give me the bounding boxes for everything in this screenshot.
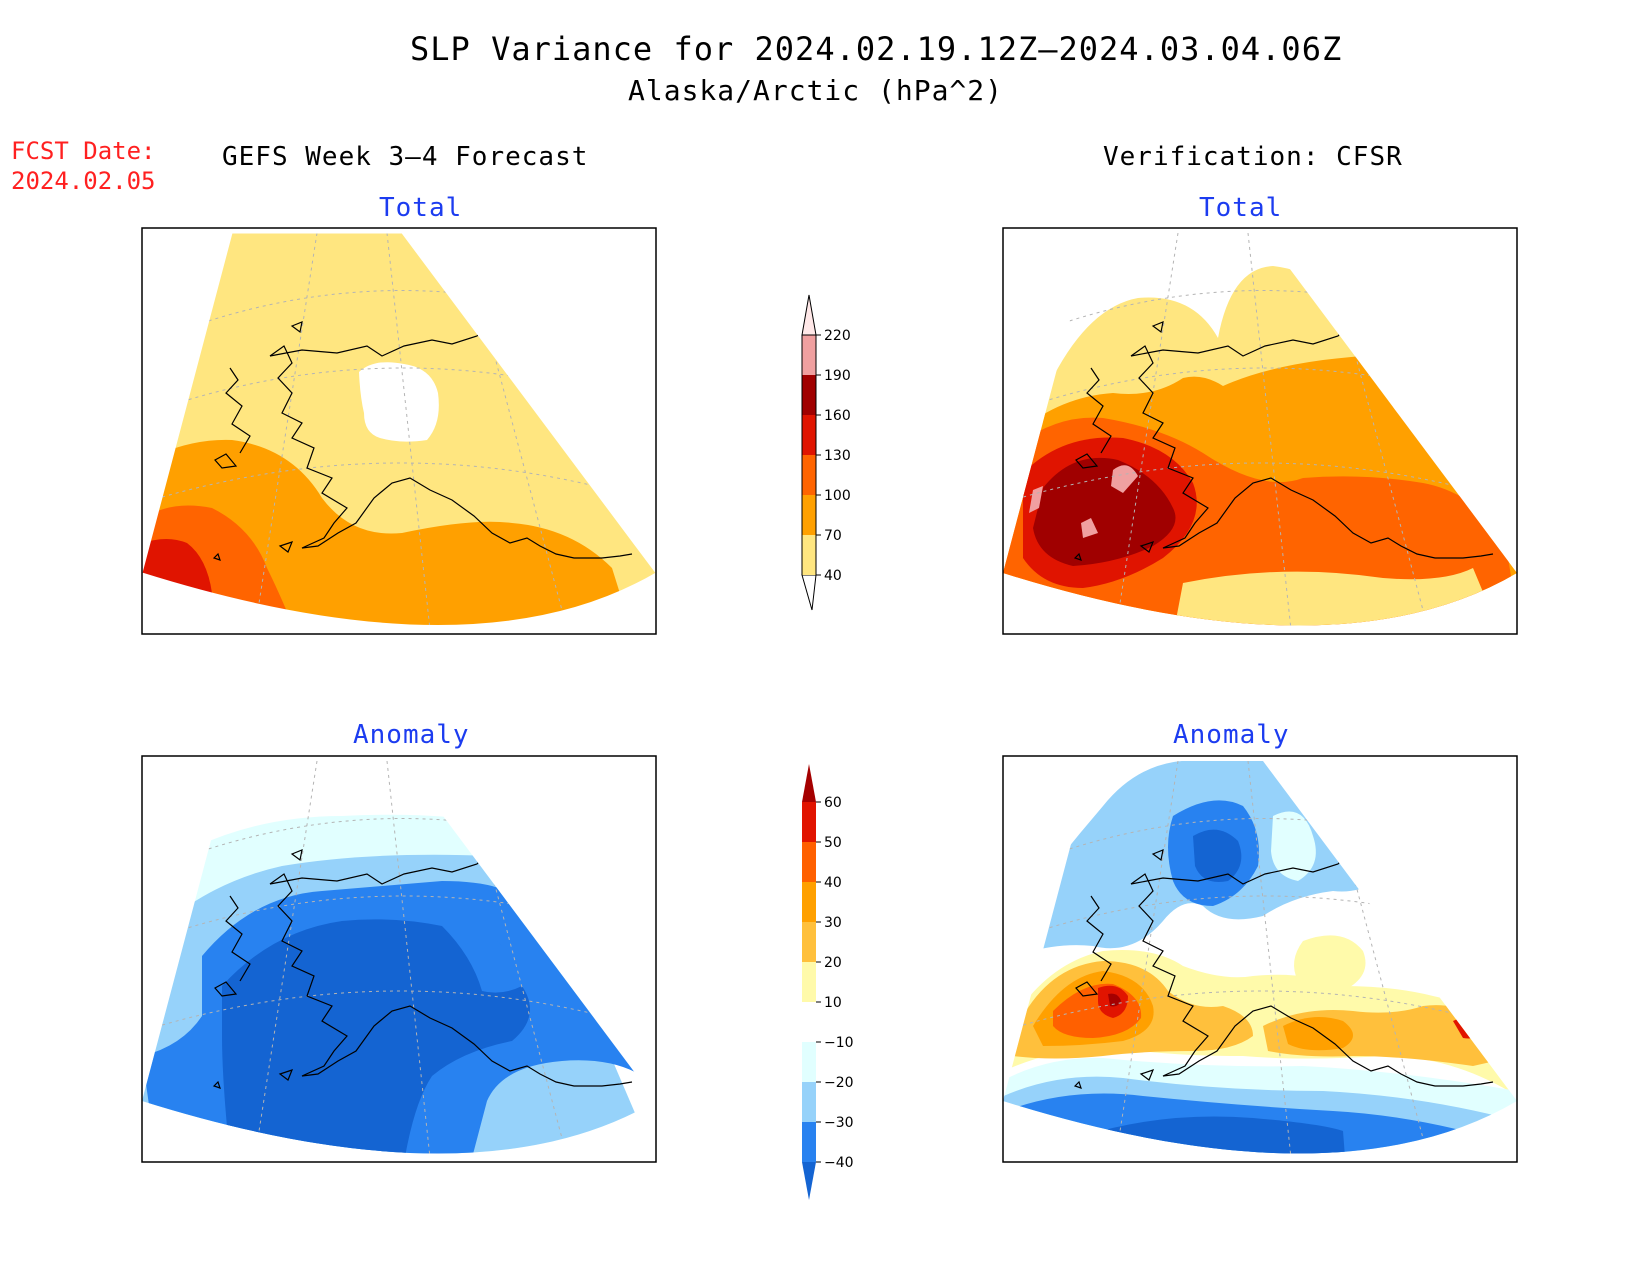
field-fill-t40-south (1163, 568, 1517, 626)
panel-title-verification-total: Total (1199, 193, 1283, 223)
field-fill-a-p30-east (1283, 1017, 1353, 1051)
main-title: SLP Variance for 2024.02.19.12Z–2024.03.… (410, 30, 1343, 68)
colorbar-total-segment (802, 455, 816, 495)
colorbar-total-segment (801, 294, 817, 336)
colorbar-anomaly-label: 20 (824, 955, 842, 971)
map-panel-verification-total (1002, 227, 1518, 635)
field-fill-a-m40-south (1083, 1116, 1348, 1154)
forecast-column-heading: GEFS Week 3–4 Forecast (222, 142, 589, 172)
colorbar-anomaly-segment (802, 882, 816, 922)
colorbar-total-label: 160 (824, 408, 851, 424)
field-fill-t160 (1033, 457, 1176, 566)
field-fill-t190-a (1111, 465, 1138, 493)
colorbar-anomaly-segment (802, 962, 816, 1002)
colorbar-anomaly-segment (802, 842, 816, 882)
colorbar-anomaly-segment (802, 802, 816, 842)
panel-title-verification-anomaly: Anomaly (1173, 720, 1290, 750)
colorbar-total-segment (802, 335, 816, 375)
field-fill-low (359, 362, 439, 442)
colorbar-anomaly-label: 10 (824, 995, 842, 1011)
field-fill-t190-b (1081, 518, 1098, 538)
colorbar-anomaly-label: −30 (824, 1115, 854, 1131)
colorbar-anomaly: −40 −30 −20 −10 10 20 30 40 50 60 (802, 764, 854, 1200)
colorbar-anomaly-label: 60 (824, 795, 842, 811)
colorbar-total-label: 70 (824, 528, 842, 544)
field-fill-a-m10-north (1271, 811, 1316, 881)
verification-column-heading: Verification: CFSR (1103, 142, 1403, 172)
colorbar-anomaly-label: −40 (824, 1155, 854, 1171)
field-fill-t70 (142, 439, 656, 626)
colorbar-total-label: 40 (824, 568, 842, 584)
colorbar-total: 40 70 100 130 160 190 220 (801, 294, 851, 611)
colorbar-total-segment (802, 535, 816, 575)
colorbar-anomaly-label: 30 (824, 915, 842, 931)
panel-title-forecast-anomaly: Anomaly (353, 720, 470, 750)
colorbar-total-label: 100 (824, 488, 851, 504)
colorbar-total-label: 220 (824, 328, 851, 344)
colorbar-anomaly-segment (802, 922, 816, 962)
field-fill-a-m40-north (1193, 829, 1242, 882)
colorbar-total-segment (802, 495, 816, 535)
colorbar-total-label: 130 (824, 448, 851, 464)
colorbar-total-segment (802, 415, 816, 455)
panel-title-forecast-total: Total (379, 193, 463, 223)
field-fill-a-m40 (222, 919, 530, 1154)
colorbar-anomaly-segment (802, 764, 816, 802)
colorbar-anomaly-segment (802, 1122, 816, 1162)
colorbar-total-label: 190 (824, 368, 851, 384)
main-subtitle: Alaska/Arctic (hPa^2) (628, 74, 1004, 107)
colorbar-anomaly-label: −20 (824, 1075, 854, 1091)
colorbar-anomaly-segment (802, 1002, 816, 1042)
colorbar-anomaly-segment (802, 1162, 816, 1200)
map-panel-forecast-anomaly (141, 755, 657, 1163)
field-fill-a-p50-dark (1108, 993, 1121, 1007)
fcst-date-label: FCST Date: (11, 137, 156, 165)
colorbar-anomaly-label: 40 (824, 875, 842, 891)
colorbar-anomaly-segment (802, 1042, 816, 1082)
colorbar-anomaly-segment (802, 1082, 816, 1122)
colorbar-anomaly-label: −10 (824, 1035, 854, 1051)
map-panel-forecast-total (141, 227, 657, 635)
field-fill-a-m30-spot (462, 938, 502, 956)
colorbar-total-segment (802, 375, 816, 415)
fcst-date-value: 2024.02.05 (11, 167, 156, 195)
colorbar-total-tail-bottom (801, 574, 817, 611)
colorbar-anomaly-label: 50 (824, 835, 842, 851)
map-panel-verification-anomaly (1002, 755, 1518, 1163)
